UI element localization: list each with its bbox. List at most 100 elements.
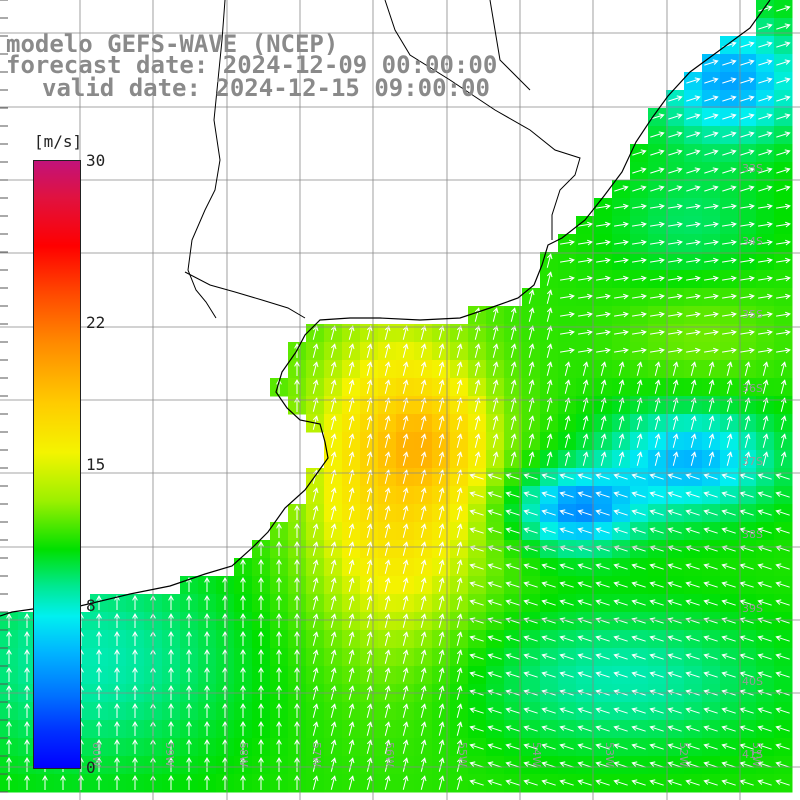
wind-arrow (559, 743, 574, 750)
wind-arrow (559, 527, 574, 534)
wind-arrow (204, 738, 210, 754)
wind-arrow (438, 325, 445, 340)
wind-arrow (258, 666, 264, 682)
wind-arrow (366, 487, 373, 502)
wind-arrow (776, 185, 791, 192)
wind-arrow (487, 743, 502, 750)
wind-arrow (438, 541, 445, 556)
wind-arrow (132, 756, 138, 772)
wind-arrow (686, 203, 701, 210)
wind-arrow (721, 509, 736, 516)
wind-arrow (649, 527, 664, 534)
wind-arrow (672, 433, 679, 448)
wind-arrow (703, 707, 718, 714)
wind-arrow (438, 415, 445, 430)
wind-arrow (685, 581, 700, 588)
wind-arrow (668, 167, 683, 174)
wind-arrow (276, 558, 282, 574)
wind-arrow (631, 671, 646, 678)
wind-arrow (667, 509, 682, 516)
wind-arrow (523, 779, 538, 786)
wind-arrow (330, 379, 337, 394)
wind-arrow (348, 757, 355, 772)
wind-arrow (672, 397, 679, 412)
wind-arrow (667, 599, 682, 606)
wind-arrow (456, 613, 463, 628)
wind-arrow (582, 397, 589, 412)
wind-arrow (312, 703, 319, 718)
wind-arrow (348, 433, 355, 448)
wind-arrow (366, 361, 373, 376)
wind-arrow (330, 613, 337, 628)
latitude-label: 39S (742, 602, 763, 615)
wind-arrow (667, 671, 682, 678)
wind-arrow (366, 703, 373, 718)
wind-arrow (469, 779, 484, 786)
wind-arrow (668, 257, 683, 264)
wind-arrow (703, 725, 718, 732)
wind-arrow (776, 59, 791, 66)
wind-arrow (523, 761, 538, 768)
wind-arrow (780, 361, 787, 376)
wind-arrow (96, 666, 102, 682)
wind-arrow (686, 95, 701, 102)
wind-arrow (24, 666, 30, 682)
wind-arrow (384, 613, 391, 628)
wind-arrow (420, 703, 427, 718)
wind-arrow (438, 379, 445, 394)
wind-arrow (24, 612, 30, 628)
wind-arrow (667, 491, 682, 498)
wind-arrow (348, 721, 355, 736)
wind-arrow (632, 149, 647, 156)
wind-arrow (384, 343, 391, 358)
wind-arrow (667, 527, 682, 534)
wind-arrow (721, 653, 736, 660)
wind-arrow (546, 343, 553, 358)
wind-arrow (366, 577, 373, 592)
wind-arrow (294, 720, 300, 736)
wind-arrow (186, 648, 192, 664)
wind-arrow (528, 415, 535, 430)
wind-arrow (740, 41, 755, 48)
wind-arrow (366, 541, 373, 556)
wind-arrow (613, 509, 628, 516)
wind-arrow (672, 451, 679, 466)
wind-arrow (704, 77, 719, 84)
wind-arrow (541, 761, 556, 768)
wind-arrow (541, 509, 556, 516)
wind-arrow (740, 293, 755, 300)
wind-arrow (541, 581, 556, 588)
wind-arrow (348, 541, 355, 556)
wind-arrow (560, 275, 575, 282)
wind-arrow (776, 293, 791, 300)
wind-arrow (384, 361, 391, 376)
wind-arrow (258, 540, 264, 556)
wind-arrow (114, 594, 120, 610)
wind-arrow (240, 612, 246, 628)
wind-arrow (721, 617, 736, 624)
longitude-label: 58W (237, 742, 250, 767)
wind-arrow (438, 361, 445, 376)
wind-arrow (649, 473, 664, 480)
wind-arrow (96, 648, 102, 664)
wind-arrow (703, 491, 718, 498)
wind-arrow (348, 325, 355, 340)
wind-arrow (758, 59, 773, 66)
wind-arrow (469, 653, 484, 660)
wind-arrow (758, 347, 773, 354)
longitude-label: 51W (750, 742, 763, 767)
wind-arrow (402, 397, 409, 412)
wind-arrow (650, 221, 665, 228)
wind-arrow (294, 504, 300, 520)
wind-arrow (685, 599, 700, 606)
wind-arrow (582, 415, 589, 430)
wind-arrow (740, 95, 755, 102)
wind-arrow (618, 361, 625, 376)
wind-arrow (618, 379, 625, 394)
latitude-label: 40S (742, 675, 763, 688)
wind-arrow (559, 491, 574, 498)
wind-arrow (600, 415, 607, 430)
wind-arrow (474, 379, 481, 394)
wind-arrow (600, 379, 607, 394)
wind-arrow (330, 703, 337, 718)
